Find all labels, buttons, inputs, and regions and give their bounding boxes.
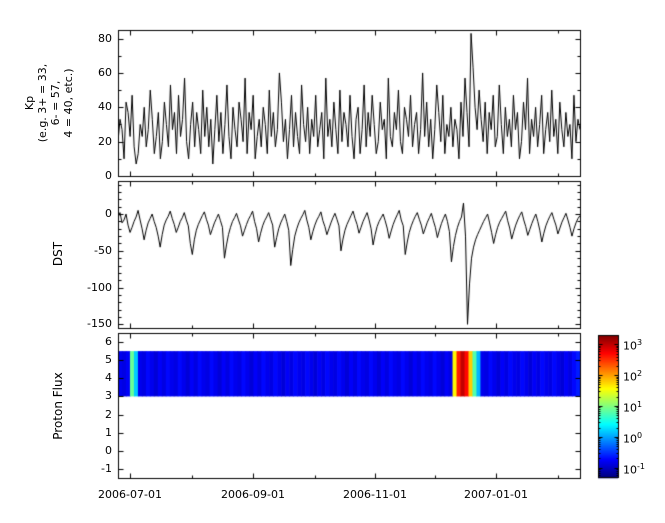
- kp-ytick-label: 0: [105, 169, 112, 182]
- kp-ytick-label: 20: [98, 135, 112, 148]
- colorbar-tick-label: 10-1: [623, 462, 645, 477]
- proton-ytick-label: 0: [105, 444, 112, 457]
- kp-axis-label-line2: (e.g. 3+ = 33,: [36, 63, 49, 143]
- dst-ytick-label: -100: [87, 281, 112, 294]
- proton-ytick-label: 3: [105, 389, 112, 402]
- dst-ytick-label: 0: [105, 207, 112, 220]
- dst-ytick-label: -150: [87, 317, 112, 330]
- kp-ytick-label: 40: [98, 100, 112, 113]
- proton-ytick-label: -1: [101, 462, 112, 475]
- dst-ytick-label: -50: [94, 244, 112, 257]
- xtick-label: 2007-01-01: [464, 488, 528, 501]
- xtick-label: 2006-09-01: [221, 488, 285, 501]
- colorbar-tick-label: 101: [623, 400, 643, 415]
- colorbar-tick-label: 102: [623, 369, 643, 384]
- proton-ytick-label: 1: [105, 426, 112, 439]
- proton-ytick-label: 2: [105, 408, 112, 421]
- kp-ytick-label: 80: [98, 32, 112, 45]
- xtick-label: 2006-07-01: [98, 488, 162, 501]
- proton-ytick-label: 6: [105, 335, 112, 348]
- colorbar-tick-label: 103: [623, 338, 643, 353]
- kp-ytick-label: 60: [98, 66, 112, 79]
- proton-ytick-label: 4: [105, 371, 112, 384]
- kp-axis-label-line1: Kp: [23, 95, 36, 111]
- colorbar-tick-label: 100: [623, 431, 643, 446]
- proton-ytick-label: 5: [105, 353, 112, 366]
- xtick-label: 2006-11-01: [343, 488, 407, 501]
